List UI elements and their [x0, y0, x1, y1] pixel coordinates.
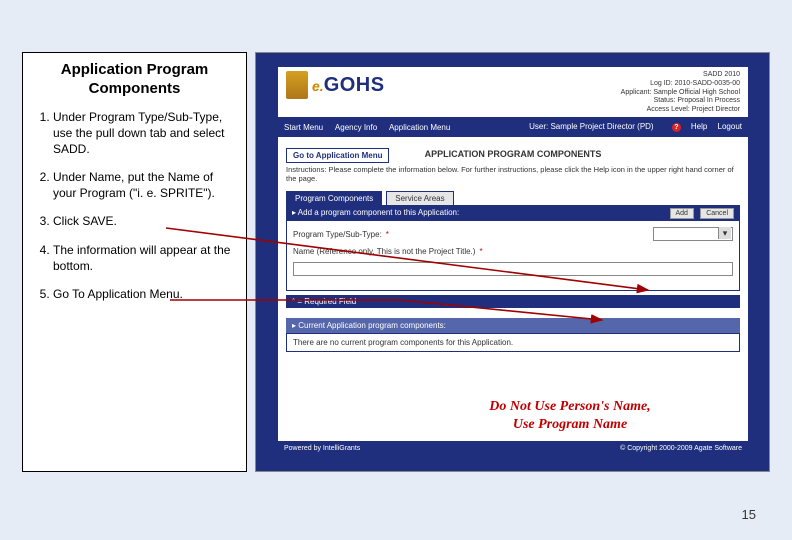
cancel-button[interactable]: Cancel: [700, 208, 734, 219]
header-info: SADD 2010 Log ID: 2010-SADD-0035-00 Appl…: [621, 71, 740, 115]
footer-copyright: © Copyright 2000-2009 Agate Software: [620, 445, 742, 452]
tab-service-areas[interactable]: Service Areas: [386, 191, 453, 205]
app-header: e. GOHS SADD 2010 Log ID: 2010-SADD-0035…: [278, 67, 748, 117]
step-3: Click SAVE.: [53, 213, 238, 229]
required-star: *: [386, 230, 389, 239]
info-line: SADD 2010: [621, 71, 740, 80]
nav-left: Start Menu Agency Info Application Menu: [284, 123, 460, 132]
callout-line-1: Do Not Use Person's Name,: [420, 398, 720, 416]
logo-gohs: GOHS: [324, 74, 385, 97]
callout-text: Do Not Use Person's Name, Use Program Na…: [420, 398, 720, 434]
add-bar-buttons: Add Cancel: [666, 208, 735, 217]
step-4: The information will appear at the botto…: [53, 242, 238, 274]
nav-right: User: Sample Project Director (PD) ? Help…: [521, 122, 742, 132]
instructions-panel: Application Program Components Under Pro…: [22, 52, 247, 472]
required-field-note: * = Required Field: [286, 295, 740, 308]
info-line: Access Level: Project Director: [621, 106, 740, 115]
nav-logout[interactable]: Logout: [718, 122, 742, 131]
logo: e. GOHS: [286, 71, 385, 99]
program-name-input-row: [293, 262, 733, 276]
nav-help[interactable]: ? Help: [664, 122, 707, 131]
form-box: Program Type/Sub-Type: * Name (Reference…: [286, 220, 740, 291]
add-bar-label: ▸ Add a program component to this Applic…: [292, 208, 459, 217]
nav-user: User: Sample Project Director (PD): [529, 122, 653, 131]
nav-start-menu[interactable]: Start Menu: [284, 123, 323, 132]
info-line: Log ID: 2010-SADD-0035-00: [621, 80, 740, 89]
footer-powered-by: Powered by IntelliGrants: [284, 445, 360, 452]
nav-agency-info[interactable]: Agency Info: [335, 123, 377, 132]
tab-program-components[interactable]: Program Components: [286, 191, 382, 205]
add-bar-text: Add a program component to this Applicat…: [298, 208, 459, 217]
app-footer: Powered by IntelliGrants © Copyright 200…: [278, 441, 748, 455]
nav-bar: Start Menu Agency Info Application Menu …: [278, 117, 748, 137]
step-5: Go To Application Menu.: [53, 286, 238, 302]
steps-list: Under Program Type/Sub-Type, use the pul…: [53, 109, 238, 303]
program-type-row: Program Type/Sub-Type: *: [293, 227, 733, 241]
info-line: Applicant: Sample Official High School: [621, 89, 740, 98]
required-star: *: [479, 247, 482, 256]
tabs: Program Components Service Areas: [286, 191, 740, 205]
program-name-row: Name (Reference only. This is not the Pr…: [293, 247, 733, 256]
title-line-2: Components: [89, 80, 181, 97]
program-type-label: Program Type/Sub-Type:: [293, 230, 382, 239]
info-line: Status: Proposal In Process: [621, 97, 740, 106]
logo-e: e.: [312, 78, 324, 94]
nav-help-label: Help: [691, 122, 707, 131]
program-name-input[interactable]: [293, 262, 733, 276]
callout-line-2: Use Program Name: [420, 416, 720, 434]
help-icon: ?: [672, 123, 681, 132]
app-window: e. GOHS SADD 2010 Log ID: 2010-SADD-0035…: [278, 67, 748, 455]
logo-icon: [286, 71, 308, 99]
current-components-bar: ▸ Current Application program components…: [286, 318, 740, 333]
nav-application-menu[interactable]: Application Menu: [389, 123, 450, 132]
program-type-select[interactable]: [653, 227, 733, 241]
add-button[interactable]: Add: [670, 208, 694, 219]
instructions-text: Instructions: Please complete the inform…: [286, 165, 740, 183]
panel-title: Application Program Components: [31, 61, 238, 99]
title-line-1: Application Program: [61, 61, 209, 78]
goto-application-menu-button[interactable]: Go to Application Menu: [286, 148, 389, 163]
add-component-bar: ▸ Add a program component to this Applic…: [286, 205, 740, 220]
logo-text: e. GOHS: [312, 74, 385, 97]
program-name-label: Name (Reference only. This is not the Pr…: [293, 247, 475, 256]
current-components-empty: There are no current program components …: [286, 333, 740, 352]
step-1: Under Program Type/Sub-Type, use the pul…: [53, 109, 238, 158]
page-number: 15: [742, 507, 756, 522]
step-2: Under Name, put the Name of your Program…: [53, 169, 238, 201]
current-bar-text: Current Application program components:: [298, 321, 446, 330]
